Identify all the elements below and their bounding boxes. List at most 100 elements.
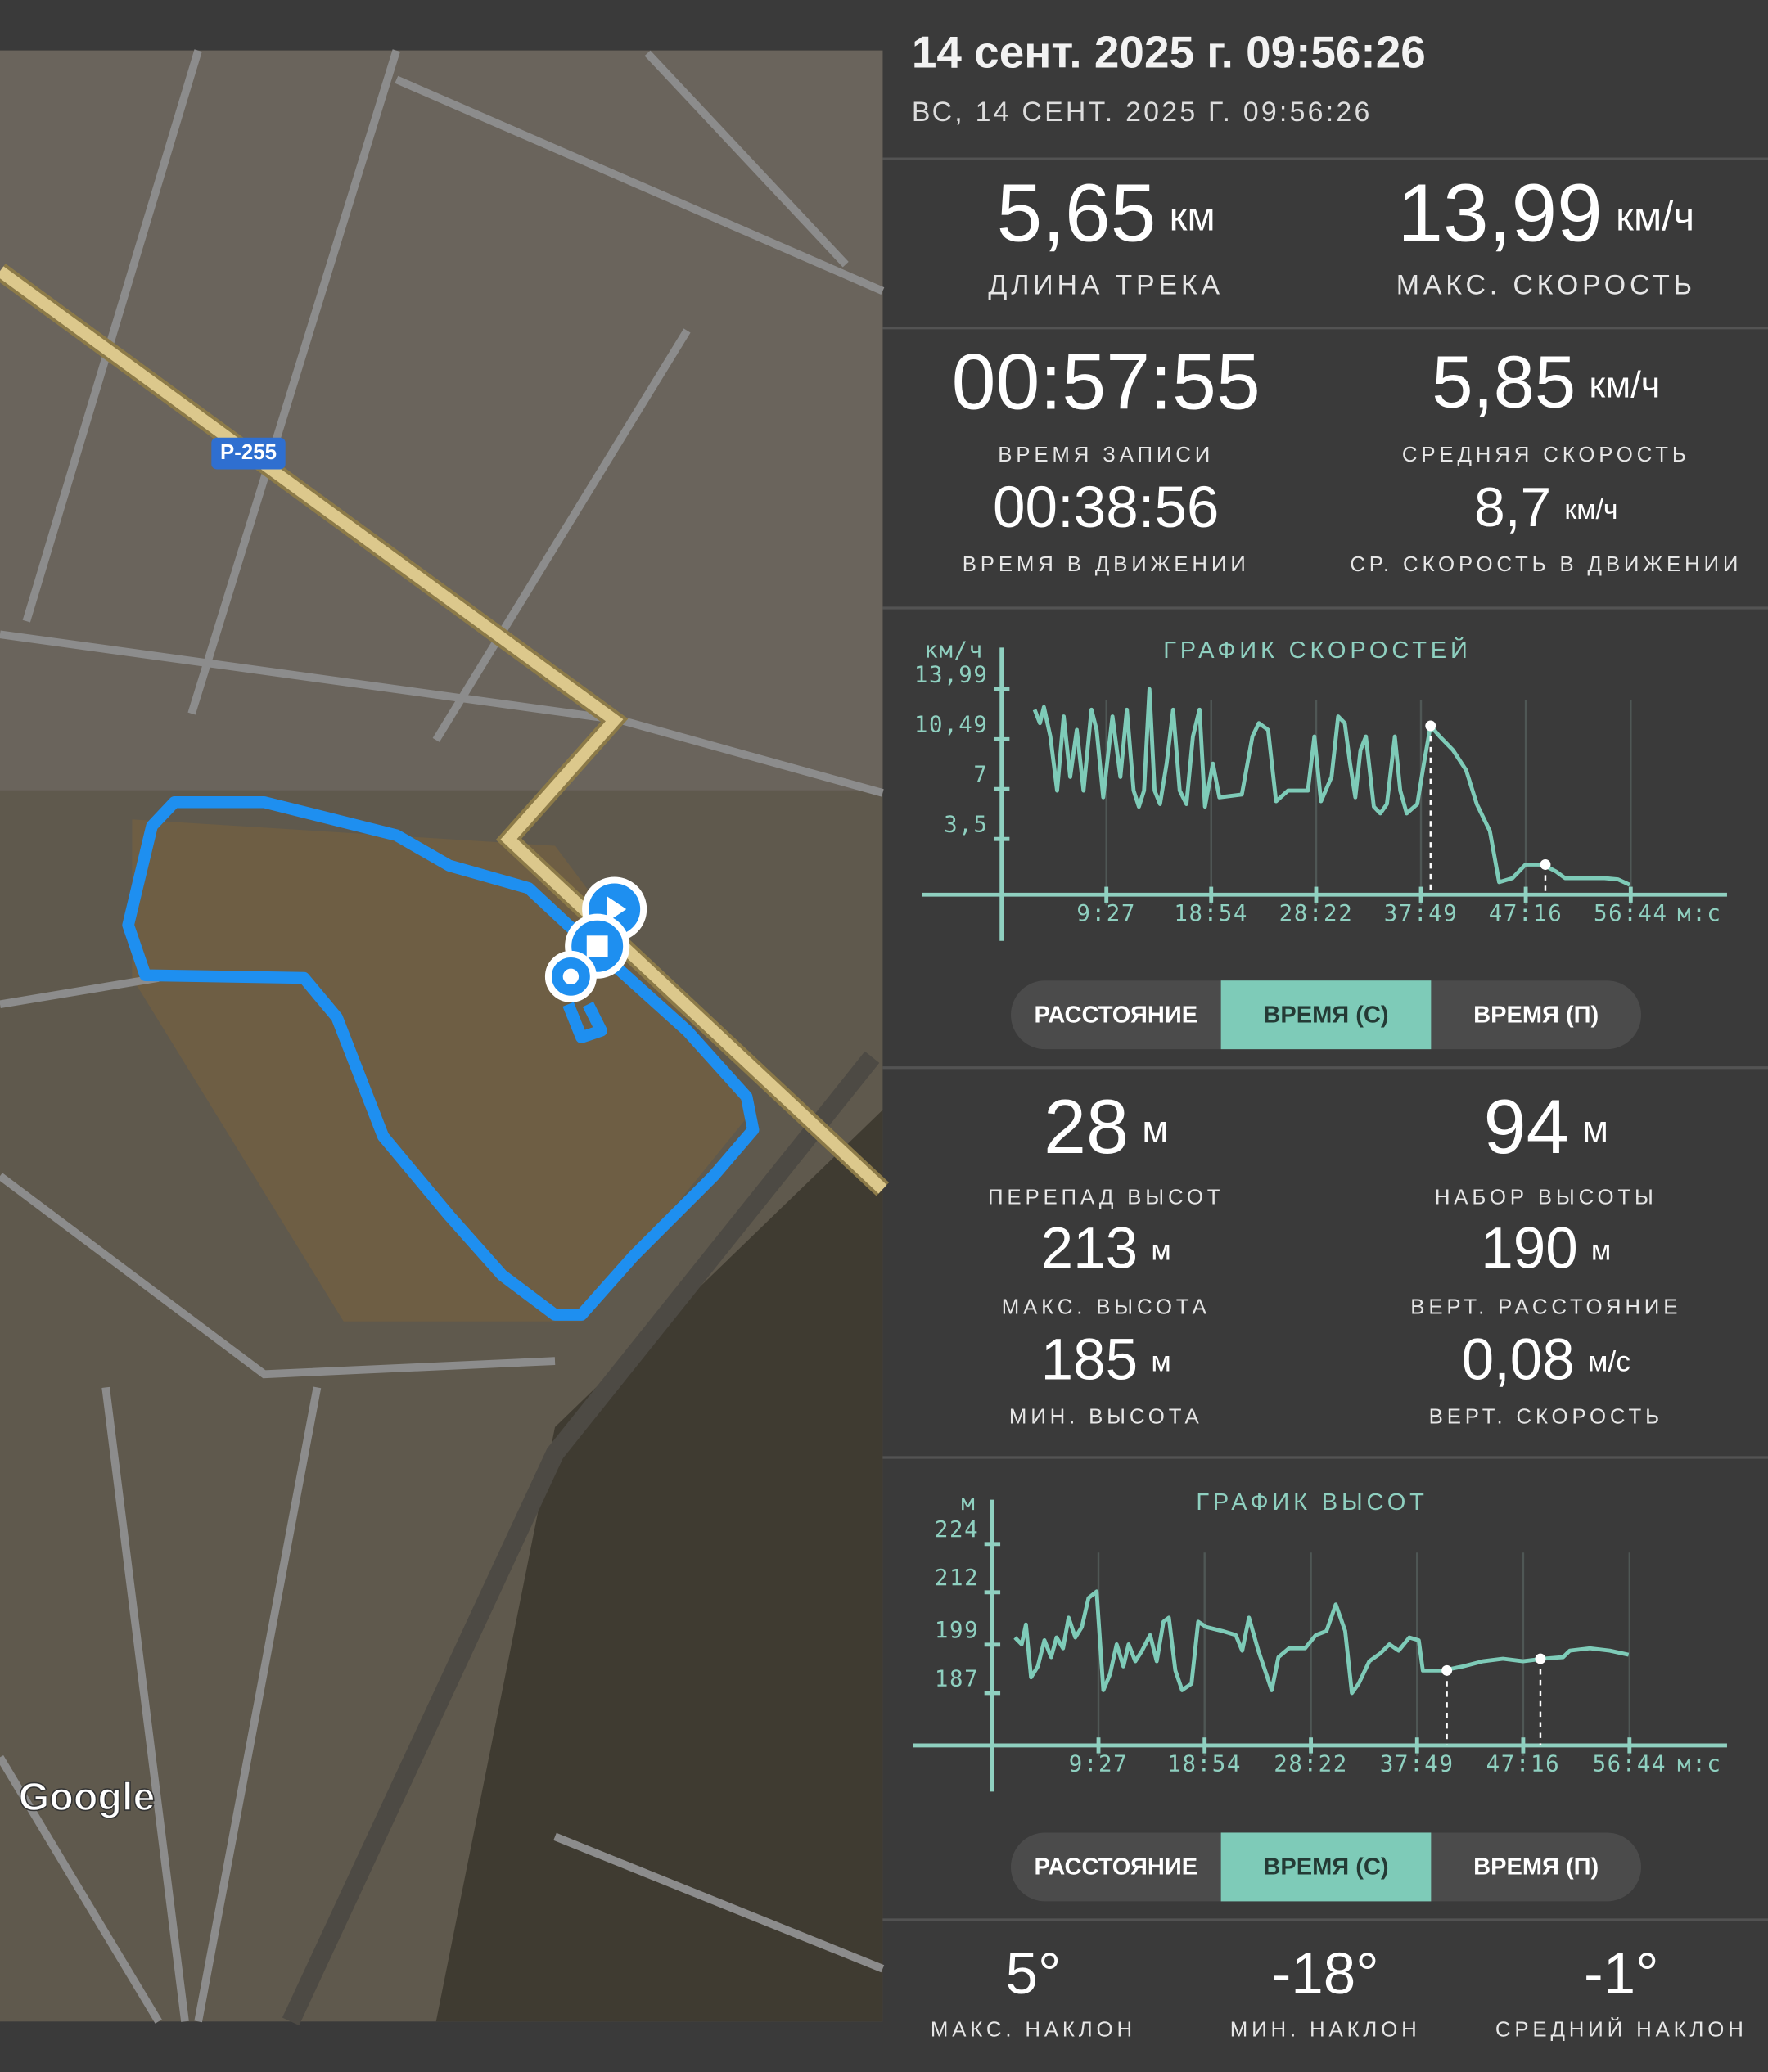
- stat-value: 00:57:55: [952, 336, 1261, 426]
- stat-number: 0,08: [1462, 1327, 1575, 1392]
- x-tick-label: 18:54: [1174, 901, 1248, 926]
- tab[interactable]: ВРЕМЯ (П): [1473, 1854, 1599, 1881]
- x-tick-label: 18:54: [1167, 1752, 1242, 1777]
- stat-value: 185 м: [1041, 1327, 1171, 1392]
- stat-number: 185: [1041, 1327, 1139, 1392]
- stat-value: 94 м: [1484, 1083, 1608, 1169]
- y-tick-label: 212: [935, 1565, 979, 1591]
- road: [432, 328, 691, 742]
- y-tick-label: 10,49: [914, 713, 989, 738]
- marker-icon: [586, 935, 608, 957]
- main-road: [0, 266, 887, 1194]
- y-tick-label: 13,99: [914, 663, 989, 688]
- road: [101, 1386, 189, 2022]
- header-subtitle: ВС, 14 СЕНТ. 2025 Г. 09:56:26: [912, 97, 1373, 128]
- tab[interactable]: ВРЕМЯ (С): [1263, 1002, 1388, 1028]
- map[interactable]: Р-255 Google: [0, 49, 890, 2026]
- stat-unit: км/ч: [1564, 494, 1617, 525]
- chart-title: ГРАФИК СКОРОСТЕЙ: [1163, 636, 1472, 664]
- y-tick-label: 187: [935, 1666, 979, 1691]
- stat-label: МАКС. СКОРОСТЬ: [1396, 270, 1696, 301]
- stat-value: 0,08 м/с: [1462, 1327, 1630, 1392]
- x-tick-label: 28:22: [1274, 1752, 1348, 1777]
- stat-value: 13,99 км/ч: [1397, 168, 1694, 259]
- road: [187, 49, 400, 715]
- x-tick-label: 47:16: [1489, 901, 1563, 926]
- stat-number: 190: [1481, 1217, 1578, 1281]
- stat-label: СРЕДНИЙ НАКЛОН: [1495, 2016, 1748, 2041]
- stat-label: ВРЕМЯ ЗАПИСИ: [998, 444, 1214, 466]
- stat-value: 28 м: [1044, 1083, 1168, 1169]
- road: [395, 75, 885, 295]
- tab[interactable]: ВРЕМЯ (С): [1263, 1854, 1388, 1881]
- x-tick-label: 56:44: [1592, 1752, 1667, 1777]
- y-tick-label: 3,5: [944, 813, 988, 838]
- stat-value: 5°: [1005, 1942, 1061, 2007]
- stat-number: 28: [1044, 1083, 1129, 1169]
- stat-value: 190 м: [1481, 1217, 1611, 1281]
- y-tick-label: 224: [935, 1517, 979, 1543]
- stat-label: НАБОР ВЫСОТЫ: [1435, 1186, 1658, 1209]
- stat-unit: м: [1151, 1345, 1170, 1378]
- stat-unit: км: [1170, 194, 1216, 240]
- stat-number: 13,99: [1397, 168, 1602, 259]
- chart-title: ГРАФИК ВЫСОТ: [1196, 1489, 1427, 1516]
- road: [194, 1386, 322, 2023]
- x-tick-label: 47:16: [1486, 1752, 1561, 1777]
- track: [122, 795, 760, 1321]
- x-tick-label: 56:44: [1594, 901, 1668, 926]
- road: [553, 1832, 885, 1973]
- marker-icon: [562, 968, 580, 985]
- stat-unit: км/ч: [1589, 363, 1660, 405]
- x-tick-label: 37:49: [1384, 901, 1459, 926]
- header-title: 14 сент. 2025 г. 09:56:26: [912, 27, 1426, 78]
- y-tick-label: 7: [973, 762, 988, 787]
- data-line: [1013, 1589, 1630, 1696]
- map-forest: [435, 1110, 883, 2022]
- stat-value: 5,85 км/ч: [1432, 340, 1660, 423]
- road: [0, 1173, 556, 1379]
- separators: [882, 157, 1768, 1921]
- stat-number: 8,7: [1474, 477, 1551, 538]
- x-tick-label: 37:49: [1380, 1752, 1455, 1777]
- stat-value: 8,7 км/ч: [1474, 477, 1618, 538]
- y-tick-label: 199: [935, 1618, 979, 1643]
- marker-point: [1425, 720, 1436, 732]
- stat-number: -1°: [1584, 1942, 1659, 2007]
- road: [0, 1754, 162, 2024]
- stat-unit: м: [1582, 1108, 1608, 1151]
- marker-point: [1535, 1653, 1546, 1664]
- stat-value: 213 м: [1041, 1217, 1171, 1281]
- road: [0, 974, 160, 1009]
- stat-label: МИН. ВЫСОТА: [1009, 1405, 1203, 1428]
- stat-label: ДЛИНА ТРЕКА: [988, 270, 1224, 301]
- stat-label: МИН. НАКЛОН: [1230, 2018, 1421, 2041]
- tab[interactable]: ВРЕМЯ (П): [1473, 1002, 1599, 1028]
- road: [644, 50, 849, 268]
- road-label: Р-255: [220, 441, 277, 464]
- stat-number: 5,65: [997, 168, 1157, 259]
- stat-unit: м: [1591, 1234, 1611, 1267]
- stat-label: ПЕРЕПАД ВЫСОТ: [988, 1186, 1224, 1209]
- track-markers[interactable]: [544, 876, 647, 1002]
- stat-label: ВЕРТ. РАССТОЯНИЕ: [1410, 1295, 1681, 1318]
- tab[interactable]: РАССТОЯНИЕ: [1034, 1854, 1197, 1881]
- tab-active: [1220, 1832, 1432, 1902]
- road: [22, 49, 202, 623]
- stat-unit: км/ч: [1616, 194, 1694, 240]
- tab[interactable]: РАССТОЯНИЕ: [1034, 1002, 1197, 1028]
- marker-point: [1441, 1664, 1453, 1676]
- stat-number: -18°: [1272, 1942, 1379, 2007]
- stat-label: ВРЕМЯ В ДВИЖЕНИИ: [963, 553, 1250, 576]
- y-axis-label: м: [961, 1490, 976, 1516]
- stat-value: -18°: [1272, 1942, 1379, 2007]
- marker-icon: [606, 895, 627, 923]
- x-axis-label: м:с: [1677, 901, 1721, 926]
- stat-number: 00:57:55: [952, 336, 1261, 426]
- stat-label: МАКС. НАКЛОН: [931, 2018, 1136, 2041]
- data-line: [1032, 687, 1631, 887]
- stat-number: 213: [1041, 1217, 1139, 1281]
